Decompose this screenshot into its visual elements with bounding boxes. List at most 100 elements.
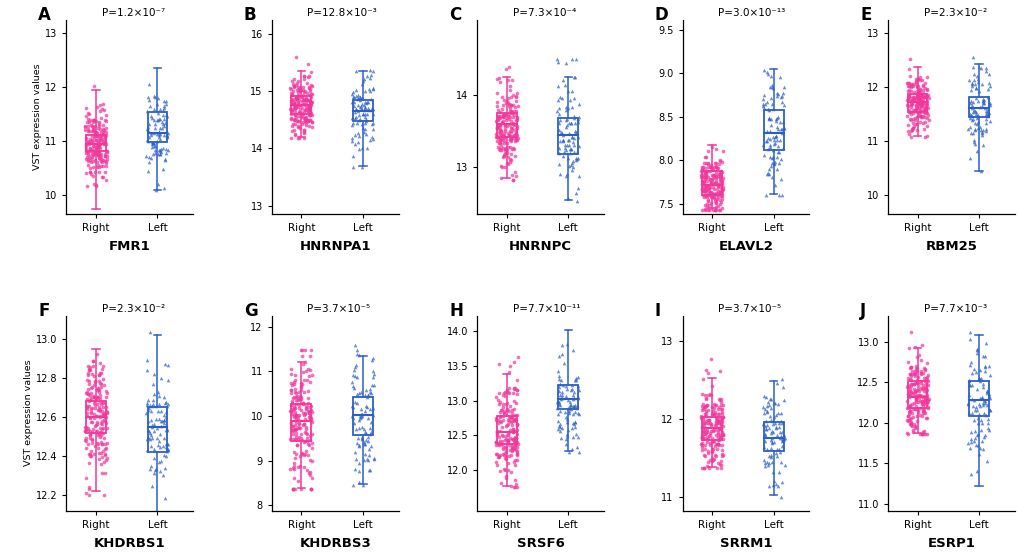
Point bbox=[149, 136, 165, 145]
Bar bbox=[907, 94, 926, 112]
Point bbox=[557, 415, 574, 424]
Point bbox=[909, 378, 925, 387]
Point bbox=[903, 379, 919, 388]
Point bbox=[502, 124, 519, 133]
Point bbox=[508, 420, 525, 429]
Point bbox=[693, 406, 709, 415]
Point bbox=[364, 84, 380, 93]
Point bbox=[298, 95, 314, 104]
Point bbox=[91, 117, 107, 126]
Point bbox=[289, 102, 306, 110]
Point bbox=[78, 425, 95, 434]
Point bbox=[909, 89, 925, 98]
Point bbox=[353, 102, 369, 110]
Point bbox=[903, 95, 919, 104]
Point bbox=[362, 429, 378, 438]
Point bbox=[89, 386, 105, 395]
Point bbox=[345, 366, 362, 375]
Point bbox=[553, 388, 570, 397]
Point bbox=[907, 93, 923, 102]
Point bbox=[714, 401, 731, 410]
Point bbox=[86, 371, 102, 380]
Point bbox=[146, 454, 162, 463]
Point bbox=[915, 374, 931, 383]
Point bbox=[82, 490, 98, 499]
Point bbox=[346, 113, 363, 122]
Point bbox=[916, 107, 932, 116]
Point bbox=[290, 388, 307, 397]
Point bbox=[916, 365, 932, 374]
Point bbox=[556, 81, 573, 90]
Point bbox=[293, 112, 310, 121]
Point bbox=[707, 422, 723, 431]
Point bbox=[97, 116, 113, 125]
Point bbox=[972, 393, 988, 402]
Point bbox=[900, 129, 916, 138]
Point bbox=[700, 184, 716, 193]
Point bbox=[288, 92, 305, 101]
Point bbox=[91, 403, 107, 412]
Point bbox=[764, 420, 781, 429]
Point bbox=[139, 135, 155, 144]
Point bbox=[300, 117, 316, 126]
Point bbox=[489, 142, 505, 151]
Point bbox=[712, 427, 729, 436]
Point bbox=[356, 440, 372, 449]
Point bbox=[141, 395, 157, 404]
Point bbox=[144, 114, 160, 123]
Point bbox=[494, 117, 511, 126]
Point bbox=[141, 157, 157, 166]
Point bbox=[552, 127, 569, 136]
Point bbox=[96, 105, 112, 114]
Point bbox=[362, 73, 378, 82]
Point bbox=[487, 450, 503, 459]
Point bbox=[86, 150, 102, 158]
Point bbox=[91, 387, 107, 396]
Point bbox=[488, 124, 504, 133]
Point bbox=[159, 111, 175, 120]
Point bbox=[289, 90, 306, 99]
Point bbox=[290, 403, 307, 412]
Point bbox=[705, 184, 721, 193]
Point bbox=[711, 173, 728, 182]
Point bbox=[503, 420, 520, 429]
Point bbox=[301, 102, 317, 111]
Point bbox=[95, 362, 111, 371]
Point bbox=[980, 425, 997, 434]
Point bbox=[490, 127, 506, 136]
Point bbox=[908, 99, 924, 108]
Point bbox=[697, 180, 713, 189]
Point bbox=[756, 429, 772, 438]
Point bbox=[286, 110, 303, 119]
Point bbox=[759, 133, 775, 142]
Point bbox=[903, 400, 919, 408]
Point bbox=[292, 392, 309, 401]
Point bbox=[907, 392, 923, 401]
Point bbox=[90, 151, 106, 160]
Point bbox=[507, 434, 524, 442]
Point bbox=[300, 83, 316, 92]
Point bbox=[763, 458, 780, 466]
Point bbox=[703, 142, 719, 151]
Point bbox=[762, 436, 779, 445]
Point bbox=[82, 139, 98, 148]
Point bbox=[296, 387, 312, 396]
Point bbox=[493, 440, 510, 449]
Point bbox=[903, 97, 919, 105]
Point bbox=[979, 104, 996, 113]
Point bbox=[301, 409, 317, 418]
Point bbox=[713, 450, 730, 459]
Point bbox=[697, 169, 713, 177]
Point bbox=[703, 434, 719, 443]
Point bbox=[963, 409, 979, 418]
Point bbox=[971, 122, 987, 131]
Point bbox=[152, 129, 168, 138]
Point bbox=[354, 411, 370, 420]
Point bbox=[298, 428, 314, 437]
Bar bbox=[291, 96, 311, 114]
Point bbox=[506, 416, 523, 425]
Text: P=3.7×10⁻⁵: P=3.7×10⁻⁵ bbox=[717, 304, 781, 314]
Point bbox=[907, 76, 923, 85]
Point bbox=[86, 410, 102, 418]
Point bbox=[287, 429, 304, 437]
